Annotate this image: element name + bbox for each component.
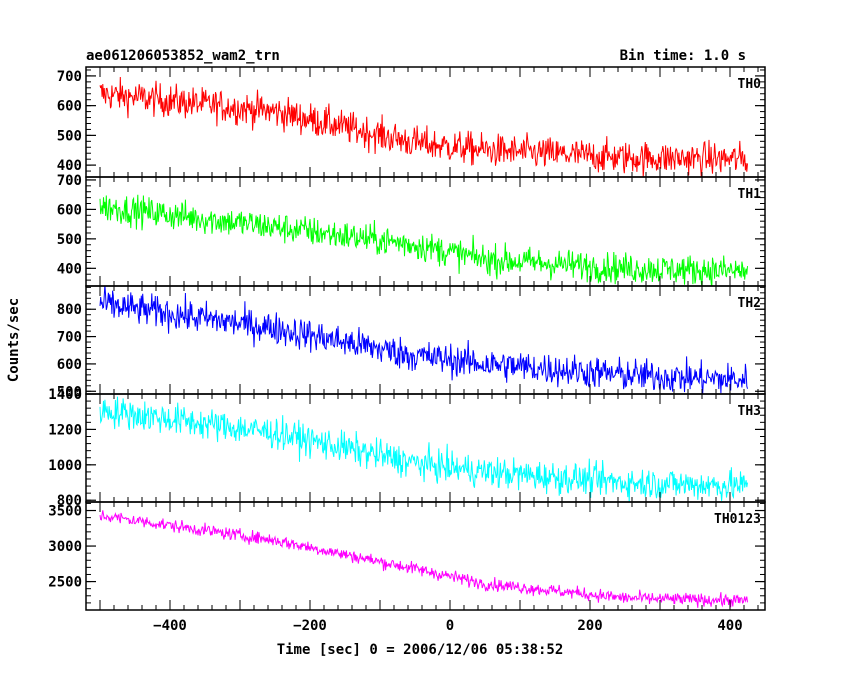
x-tick-label: 400 bbox=[717, 618, 742, 634]
panel-label-th2: TH2 bbox=[738, 296, 761, 311]
y-tick-label: 3500 bbox=[48, 504, 82, 520]
y-axis-title: Counts/sec bbox=[6, 298, 22, 382]
y-tick-label: 700 bbox=[57, 173, 82, 189]
y-tick-label: 1400 bbox=[48, 387, 82, 403]
panel-th0: 400 500 600 700 TH0 bbox=[57, 66, 766, 178]
y-tick-label: 800 bbox=[57, 302, 82, 318]
panel-label-th1: TH1 bbox=[738, 187, 762, 202]
series-line-th3 bbox=[99, 396, 748, 502]
y-tick-label: 600 bbox=[57, 99, 82, 115]
y-tick-label: 500 bbox=[57, 128, 82, 144]
series-line-th0 bbox=[99, 77, 748, 177]
y-tick-label: 1200 bbox=[48, 422, 82, 438]
panel-th2: 500 600 700 800 TH2 bbox=[57, 285, 766, 400]
y-tick-label: 2500 bbox=[48, 575, 82, 591]
panel-frame bbox=[85, 501, 766, 611]
series-line-th1 bbox=[99, 194, 748, 286]
x-tick-label: 0 bbox=[446, 618, 454, 634]
panels-layer: 400 500 600 700 TH0 400 500 600 700 TH1 500 600 700 8… bbox=[48, 66, 766, 634]
y-tick-label: 500 bbox=[57, 384, 82, 400]
chart-title: ae061206053852_wam2_trn bbox=[86, 48, 280, 64]
y-tick-label: 600 bbox=[57, 357, 82, 373]
x-tick-label: −400 bbox=[153, 618, 187, 634]
y-tick-label: 600 bbox=[57, 202, 82, 218]
y-tick-label: 400 bbox=[57, 158, 82, 174]
panel-label-th3: TH3 bbox=[738, 404, 761, 419]
panel-frame bbox=[85, 176, 766, 287]
series-line-th0123 bbox=[99, 510, 748, 608]
panel-label-th0: TH0 bbox=[738, 77, 762, 92]
y-tick-label: 400 bbox=[57, 261, 82, 277]
panel-frame bbox=[85, 393, 766, 503]
panel-th3: 800 1000 1200 1400 TH3 bbox=[48, 387, 766, 509]
panel-frame bbox=[85, 66, 766, 178]
y-tick-label: 800 bbox=[57, 493, 82, 509]
panel-label-th0123: TH0123 bbox=[714, 512, 761, 527]
x-tick-label: −200 bbox=[293, 618, 327, 634]
panel-th0123: 2500 3000 3500 TH0123 bbox=[48, 501, 766, 611]
panel-frame bbox=[85, 285, 766, 395]
y-tick-label: 700 bbox=[57, 69, 82, 85]
x-tick-label: 200 bbox=[577, 618, 602, 634]
y-tick-label: 700 bbox=[57, 330, 82, 346]
series-line-th2 bbox=[99, 286, 748, 394]
x-axis-title: Time [sec] 0 = 2006/12/06 05:38:52 bbox=[277, 642, 564, 658]
bin-time-label: Bin time: 1.0 s bbox=[620, 48, 746, 64]
panel-th1: 400 500 600 700 TH1 bbox=[57, 173, 766, 287]
y-tick-label: 3000 bbox=[48, 539, 82, 555]
y-tick-label: 500 bbox=[57, 232, 82, 248]
y-tick-label: 1000 bbox=[48, 458, 82, 474]
